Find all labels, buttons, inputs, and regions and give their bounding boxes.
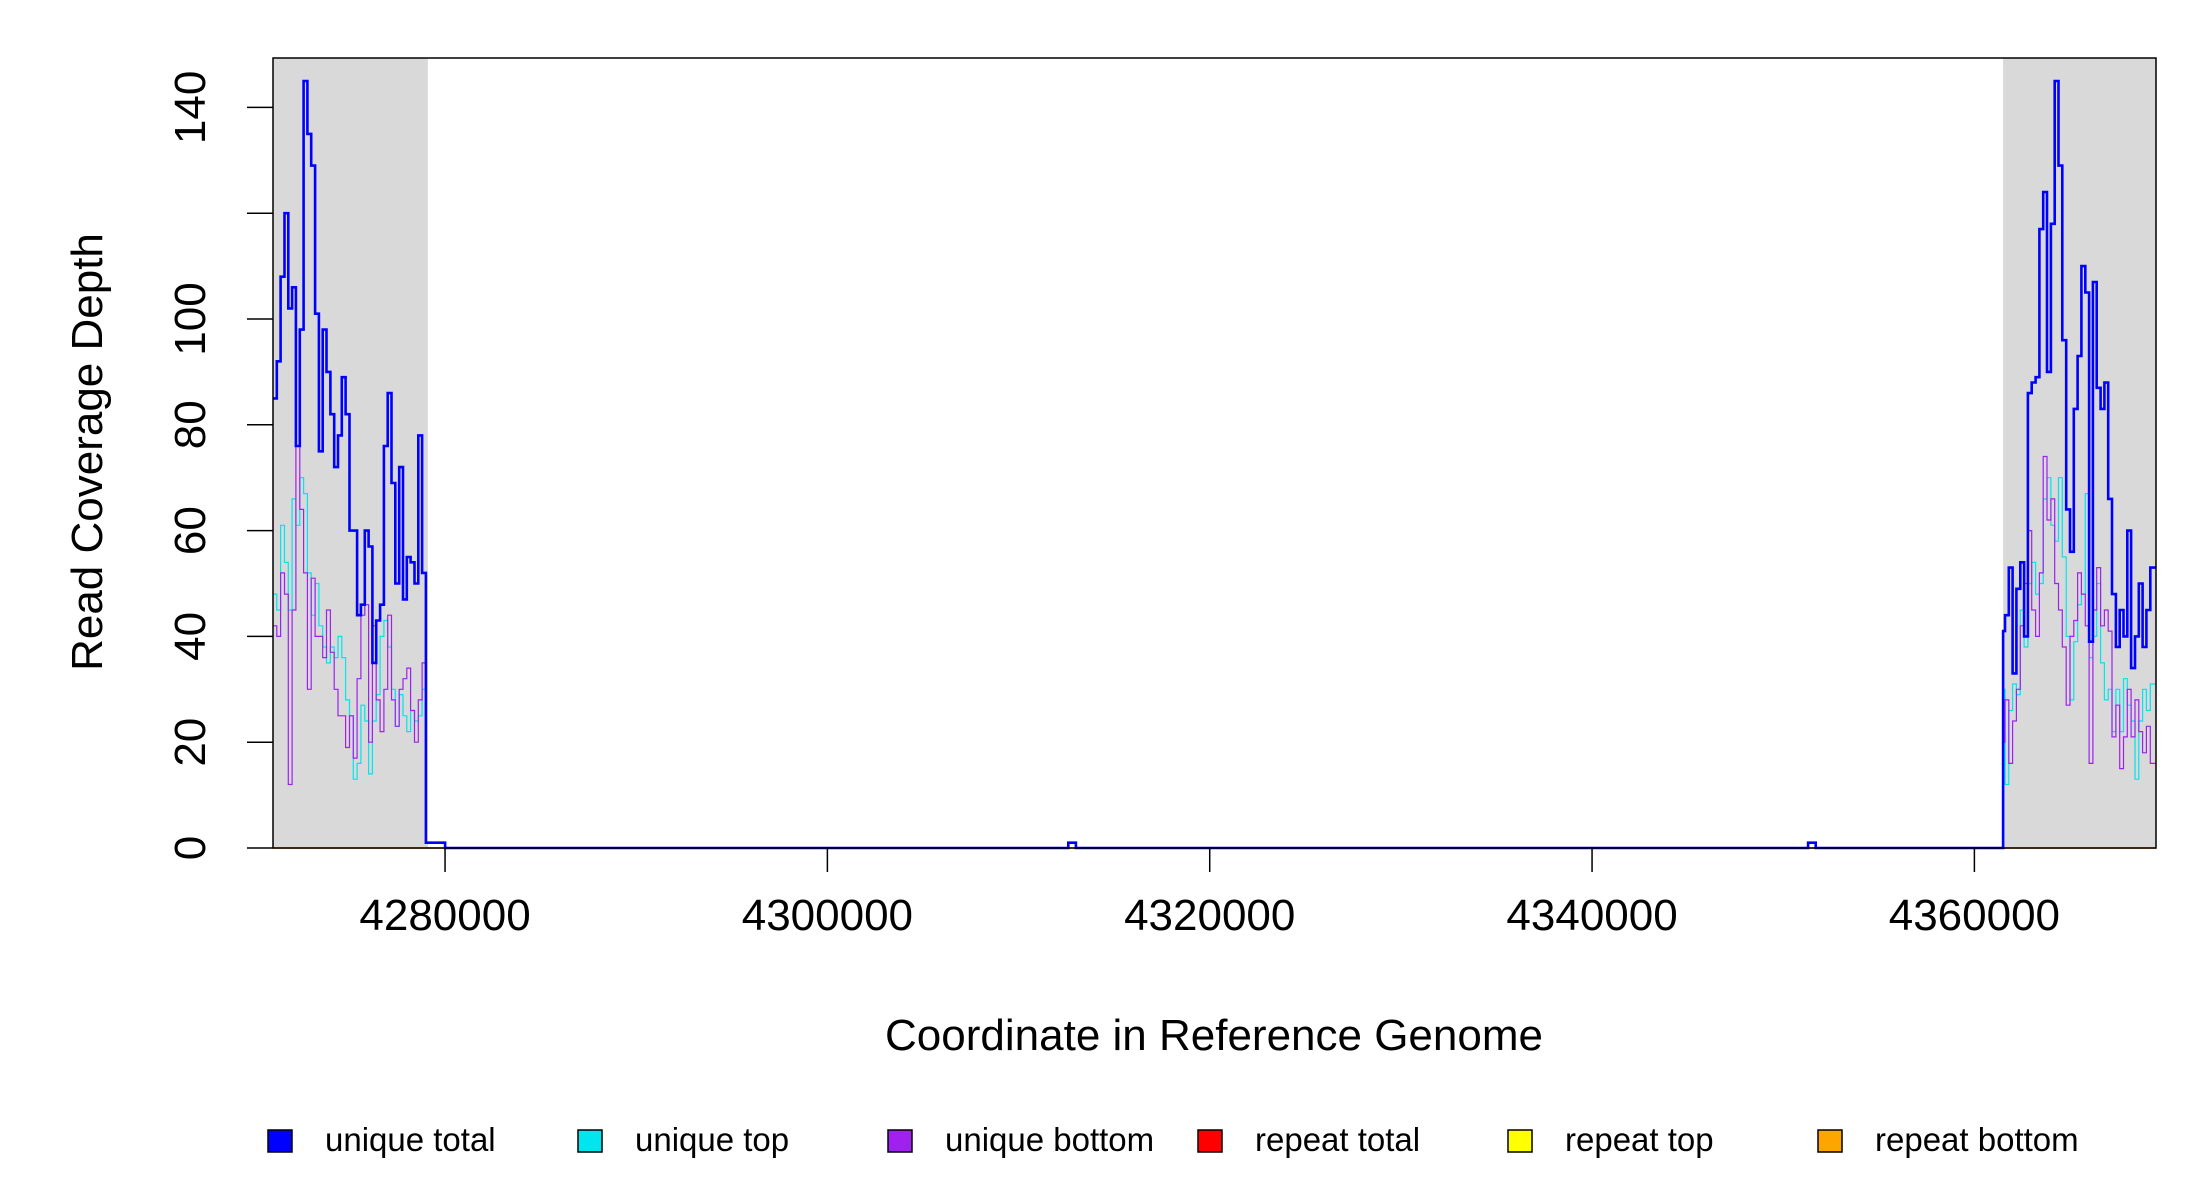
legend-swatch: [267, 1129, 293, 1153]
legend: unique total unique top unique bottom repea…: [267, 1121, 2079, 1158]
x-tick-label: 4320000: [1124, 891, 1295, 940]
x-tick-label: 4340000: [1506, 891, 1677, 940]
series-line-unique-bottom: [273, 445, 2156, 849]
legend-label: unique top: [635, 1121, 789, 1158]
series-line-unique-top: [273, 477, 2156, 849]
legend-label: unique total: [325, 1121, 496, 1158]
y-tick-label: 100: [166, 282, 215, 355]
series-line-unique-total: [273, 79, 2156, 850]
legend-swatch: [577, 1129, 603, 1153]
x-tick-label: 4360000: [1889, 891, 2060, 940]
legend-label: unique bottom: [945, 1121, 1154, 1158]
y-axis-label: Read Coverage Depth: [63, 233, 112, 671]
x-tick-label: 4300000: [742, 891, 913, 940]
legend-swatch: [1197, 1129, 1223, 1153]
shaded-regions: [273, 58, 2156, 848]
legend-label: repeat bottom: [1875, 1121, 2079, 1158]
x-tick-label: 4280000: [359, 891, 530, 940]
y-tick-label: 20: [166, 718, 215, 767]
shaded-region-2: [2003, 58, 2156, 848]
legend-swatch: [1507, 1129, 1533, 1153]
x-axis: 4280000 4300000 4320000 4340000 4360000: [359, 848, 2060, 940]
y-tick-label: 140: [166, 71, 215, 144]
legend-swatch: [1817, 1129, 1843, 1153]
y-tick-label: 0: [166, 836, 215, 860]
y-axis: 0 20 40 60 80 100 140: [166, 71, 273, 860]
y-tick-label: 80: [166, 400, 215, 449]
y-tick-label: 40: [166, 612, 215, 661]
legend-swatch: [887, 1129, 913, 1153]
legend-label: repeat top: [1565, 1121, 1714, 1158]
plot-frame: [272, 57, 2157, 849]
legend-label: repeat total: [1255, 1121, 1420, 1158]
y-tick-label: 60: [166, 506, 215, 555]
series-lines: [273, 79, 2156, 850]
x-axis-label: Coordinate in Reference Genome: [885, 1011, 1543, 1060]
